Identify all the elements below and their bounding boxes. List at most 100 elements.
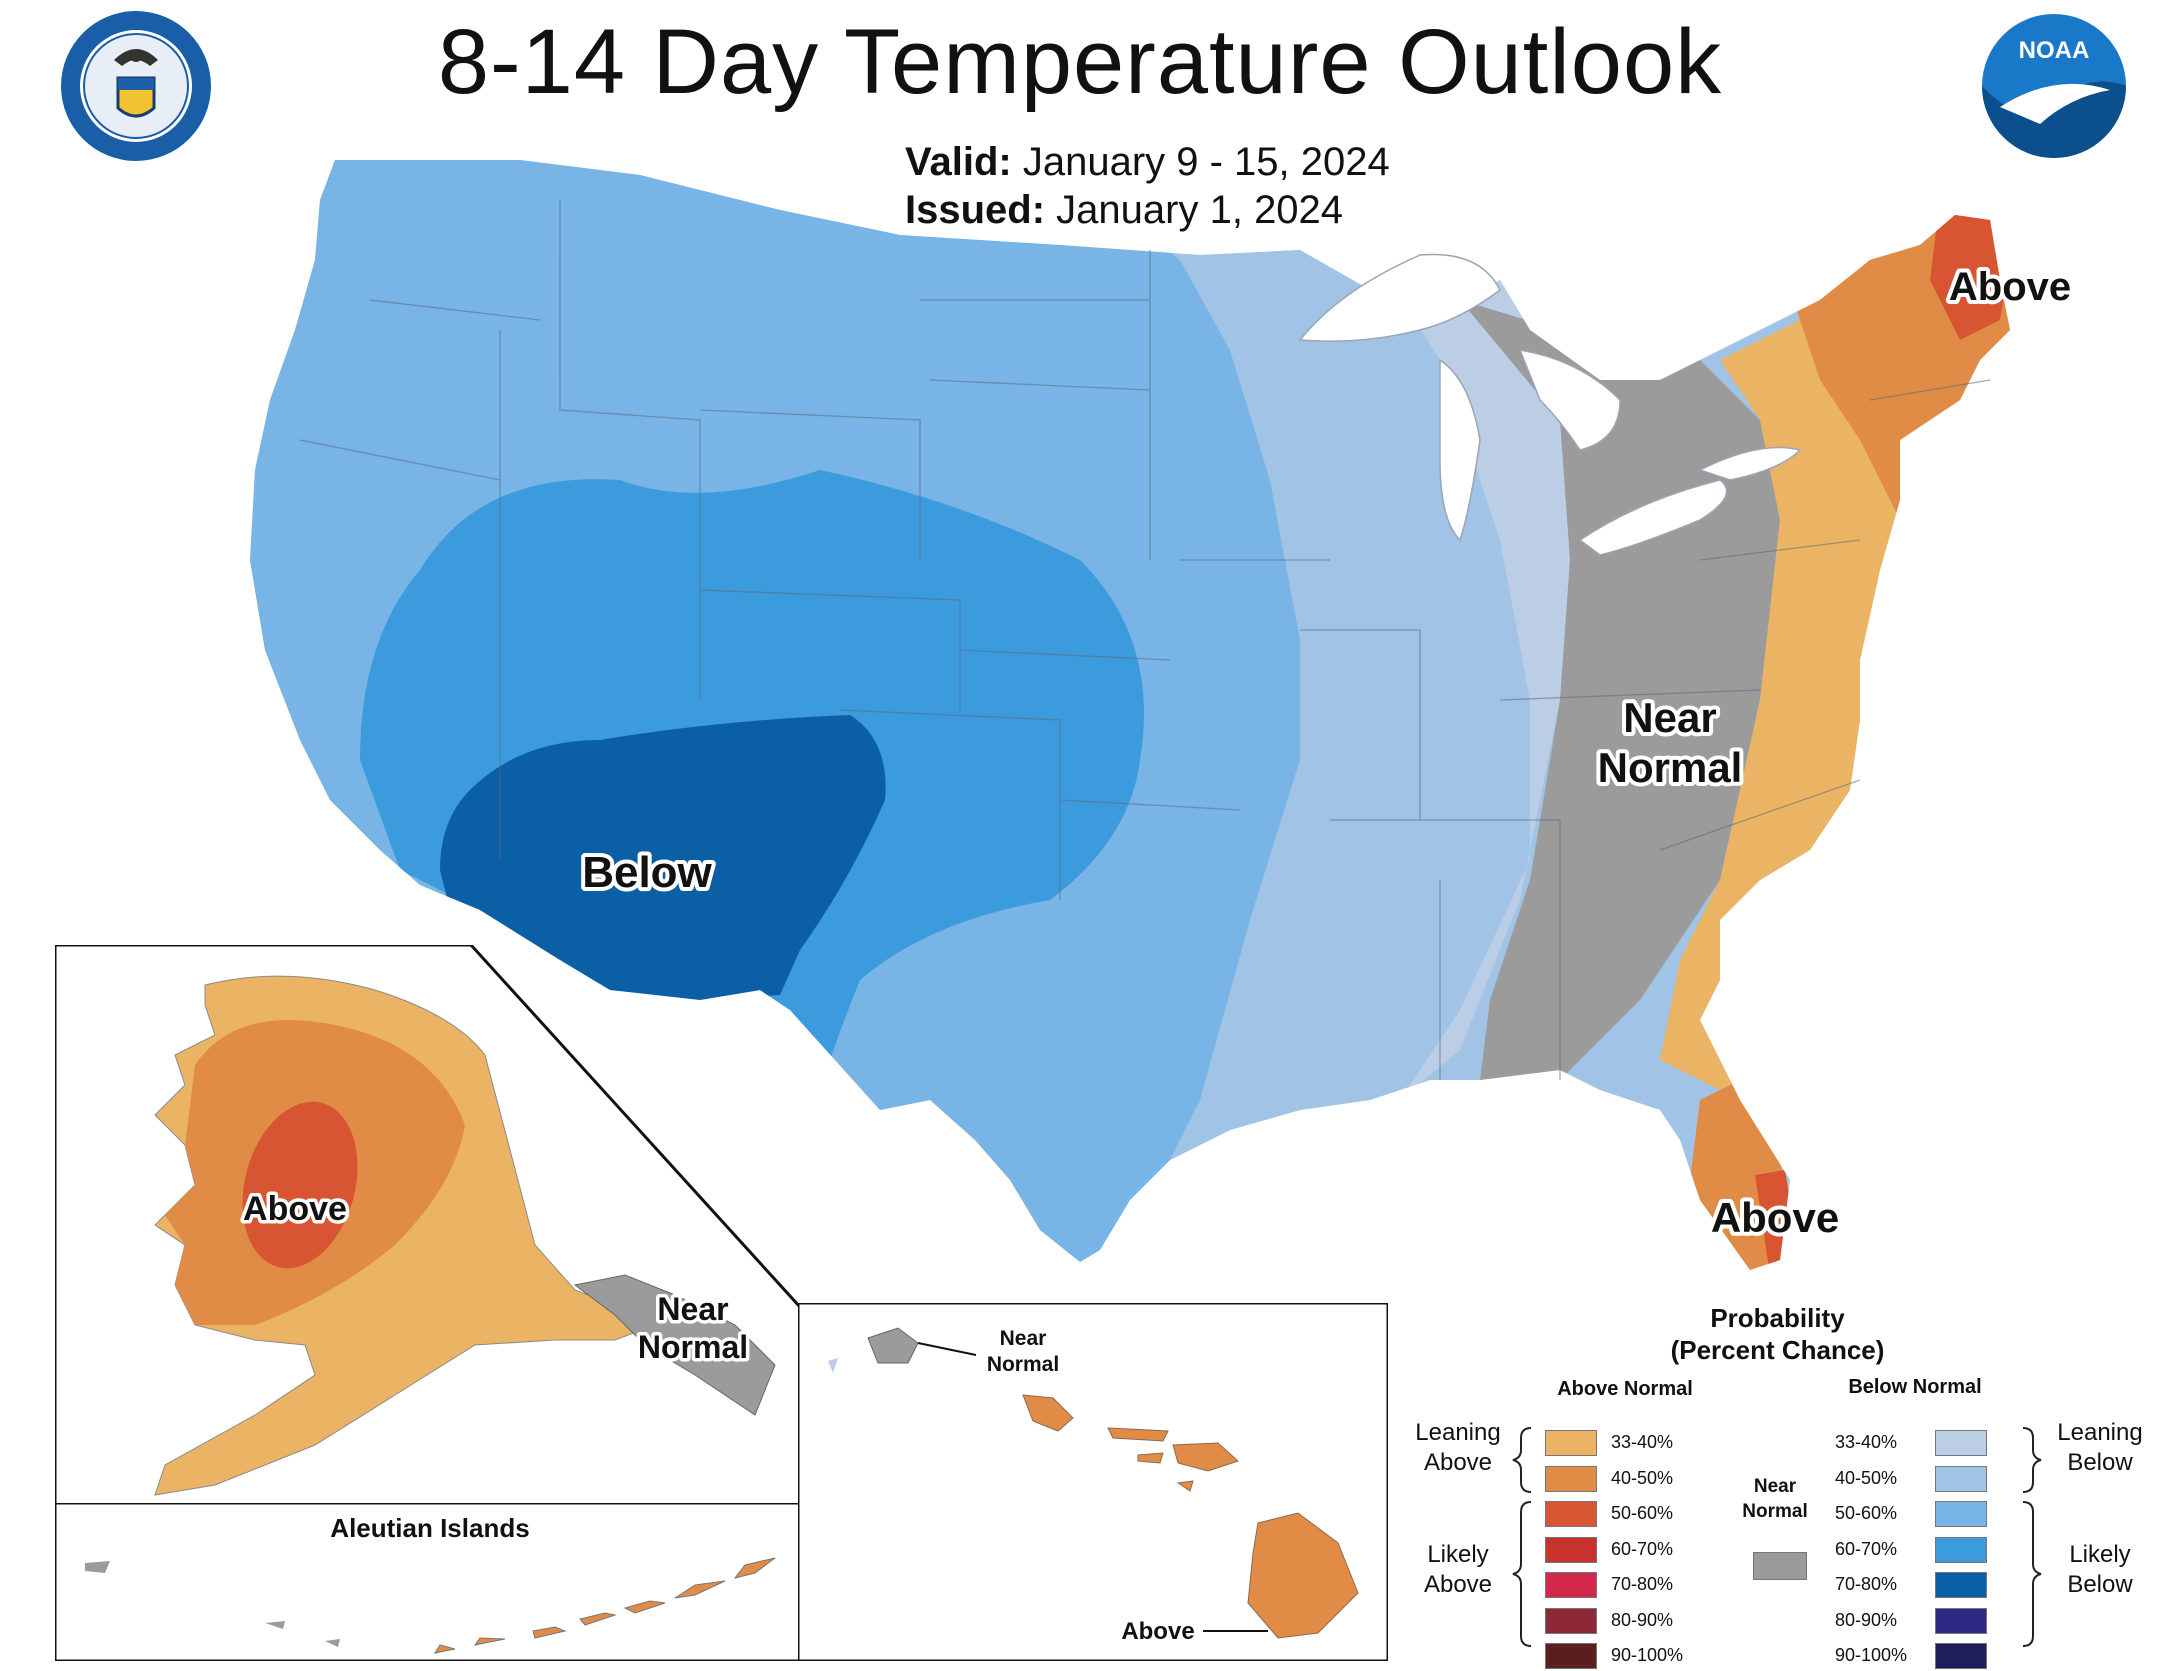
legend-below-bin-label: 40-50% [1835,1467,1898,1488]
legend-leaning-below: Leaning Below [2045,1418,2155,1478]
hawaii-above-label: Above [1121,1618,1194,1645]
legend-below-bin-swatch [1935,1465,1987,1492]
page-title: 8-14 Day Temperature Outlook [437,11,1723,113]
valid-line: Valid: January 9 - 15, 2024 [905,138,1390,186]
alaska-inset: Above Near Normal [55,945,800,1505]
label-above-northeast: Above [1949,265,2071,309]
legend-near-line2: Normal [1742,1501,1808,1522]
valid-label: Valid: [905,140,1012,184]
aleutian-title: Aleutian Islands [330,1513,529,1543]
legend-title-line1: Probability [1710,1303,1845,1333]
legend-likely-below-2: Below [2067,1571,2133,1598]
legend-above-bin-row: 60-70% [1545,1536,1745,1565]
department-of-commerce-seal-icon [61,11,211,161]
legend-bracket-below [2022,1427,2042,1647]
alaska-above-50-60 [242,1101,358,1269]
valid-value: January 9 - 15, 2024 [1022,140,1390,184]
legend-above-bin-row: 80-90% [1545,1607,1745,1636]
hawaii-above-islands [1022,1394,1359,1639]
legend-below-bin-swatch [1935,1430,1987,1456]
legend-above-bin-label: 70-80% [1611,1574,1674,1594]
hawaii-near-leader-line [917,1342,977,1356]
issued-line: Issued: January 1, 2024 [905,186,1390,234]
legend-above-bin-label: 90-100% [1611,1645,1684,1665]
legend-near-line1: Near [1753,1476,1797,1497]
label-near-normal-line1: Near [1623,694,1716,741]
legend-near-normal-swatch [1753,1552,1807,1580]
legend-below-bin-row: 40-50% [1835,1465,2035,1494]
legend-below-bin-row: 50-60% [1835,1501,2035,1529]
legend-above-bin-swatch [1545,1465,1597,1492]
hawaii-kauai-near-normal [867,1327,919,1364]
legend-likely-below-1: Likely [2069,1541,2131,1568]
legend-below-bin-swatch [1935,1607,1987,1634]
legend-below-bin-row: 90-100% [1835,1643,2035,1671]
legend-leaning-below-2: Below [2067,1449,2133,1476]
legend-below-bin-row: 70-80% [1835,1572,2035,1600]
legend-above-bin-swatch [1545,1572,1597,1598]
legend-leaning-above-1: Leaning [1415,1419,1501,1446]
region-below-33-40 [1300,160,1580,1100]
aleutian-western-islands [85,1561,340,1647]
great-lakes [1298,253,1802,556]
legend-below-bin-label: 33-40% [1835,1432,1898,1452]
legend: Probability (Percent Chance) Above Norma… [1395,1300,2160,1669]
legend-bracket-above [1512,1427,1532,1647]
alaska-panhandle-near-normal [573,1274,776,1416]
legend-above-bin-swatch [1545,1501,1597,1527]
legend-above-bin-swatch [1545,1536,1597,1563]
alaska-label-near-line2: Normal [638,1329,748,1365]
legend-likely-above-1: Likely [1427,1541,1489,1568]
legend-above-bin-row: 70-80% [1545,1572,1745,1600]
legend-below-bin-label: 50-60% [1835,1503,1898,1523]
aleutian-islands-shapes [433,1557,776,1654]
legend-above-bin-swatch [1545,1643,1597,1669]
validity-block: Valid: January 9 - 15, 2024 Issued: Janu… [905,138,1390,234]
legend-above-bin-row: 33-40% [1545,1430,1745,1458]
alaska-label-above: Above [243,1190,347,1228]
state-boundaries [299,200,1991,1080]
legend-above-bin-row: 50-60% [1545,1501,1745,1529]
legend-above-bin-label: 50-60% [1611,1503,1674,1523]
noaa-text: NOAA [2019,37,2090,64]
hawaii-near-line1: Near [1000,1327,1047,1350]
legend-above-bin-row: 40-50% [1545,1465,1745,1494]
hawaii-inset: Near Normal Above [798,1303,1388,1661]
issued-value: January 1, 2024 [1056,188,1344,232]
legend-title: Probability (Percent Chance) [1395,1302,2160,1366]
legend-near-normal: Near Normal [1725,1474,1825,1524]
legend-below-bin-row: 80-90% [1835,1607,2035,1636]
legend-below-bin-label: 60-70% [1835,1538,1898,1559]
legend-likely-above: Likely Above [1403,1540,1513,1600]
region-below-40-50 [1100,160,1530,1270]
region-below-70-80 [440,715,886,1000]
hawaii-near-line2: Normal [987,1353,1059,1376]
legend-below-bin-label: 90-100% [1835,1645,1908,1665]
legend-below-bin-swatch [1935,1501,1987,1527]
label-above-florida: Above [1711,1194,1839,1241]
hawaii-niihau [828,1358,838,1373]
legend-leaning-below-1: Leaning [2057,1419,2143,1446]
legend-above-bin-swatch [1545,1430,1597,1456]
legend-above-bin-label: 80-90% [1611,1609,1674,1630]
alaska-label-near-line1: Near [657,1291,728,1327]
legend-likely-above-2: Above [1423,1571,1493,1598]
legend-title-line2: (Percent Chance) [1670,1335,1885,1365]
label-below: Below [582,848,712,897]
legend-leaning-above: Leaning Above [1403,1418,1513,1478]
legend-above-bin-swatch [1545,1607,1597,1634]
legend-below-bin-row: 60-70% [1835,1536,2035,1565]
legend-likely-below: Likely Below [2045,1540,2155,1600]
legend-below-bin-swatch [1935,1536,1987,1563]
legend-below-header: Below Normal [1848,1376,1982,1398]
legend-leaning-above-2: Above [1423,1449,1493,1476]
noaa-logo-icon: NOAA [1982,14,2126,158]
legend-below-bin-row: 33-40% [1835,1430,2035,1458]
legend-above-bin-label: 40-50% [1611,1467,1674,1488]
issued-label: Issued: [905,188,1046,232]
legend-above-bin-label: 33-40% [1611,1432,1674,1452]
legend-above-bin-row: 90-100% [1545,1643,1745,1671]
label-near-normal-line2: Normal [1598,744,1743,791]
legend-below-bin-label: 80-90% [1835,1609,1898,1630]
